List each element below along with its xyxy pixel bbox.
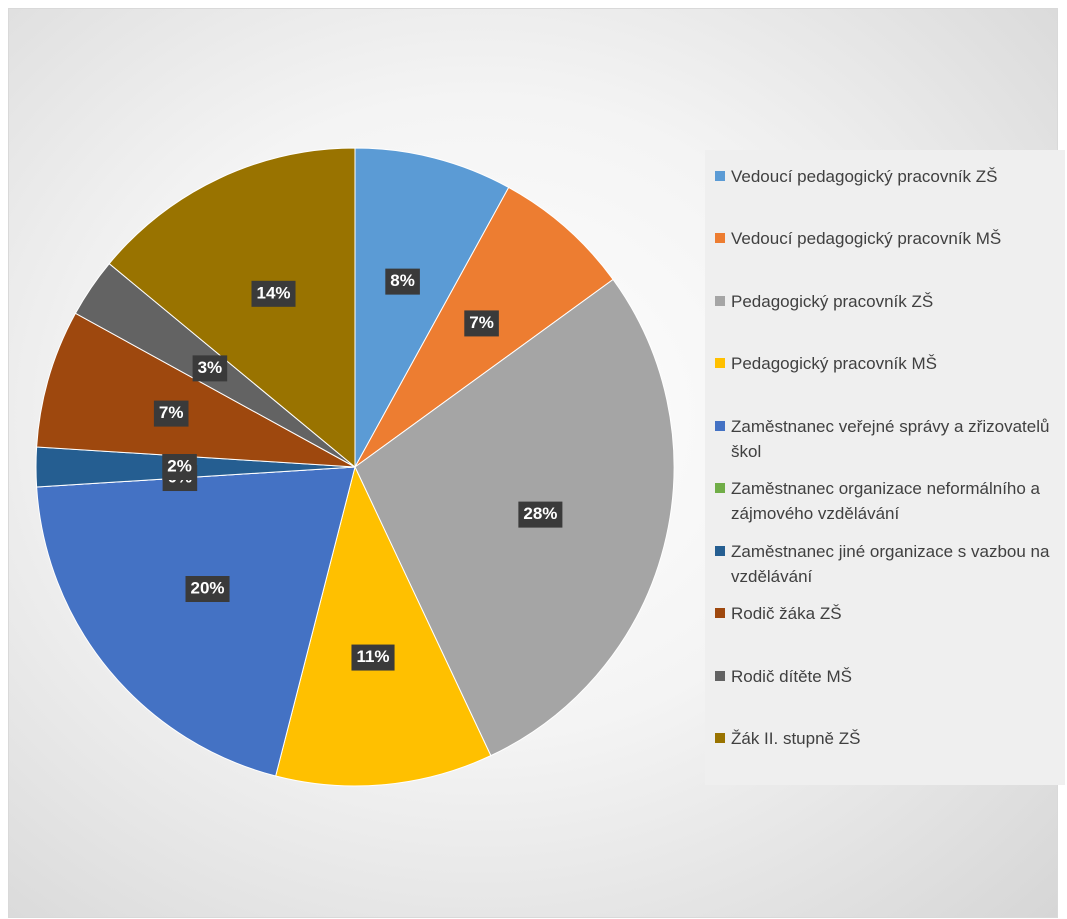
legend-label: Zaměstnanec organizace neformálního a zá… (731, 479, 1041, 523)
pie-slice (108, 147, 356, 469)
legend-item: Zaměstnanec jiné organizace s vazbou na … (715, 539, 1067, 589)
data-label-text: 11% (356, 647, 389, 666)
data-label-box (185, 576, 230, 603)
data-label-box (518, 501, 563, 528)
data-label-box (464, 310, 499, 337)
legend-swatch (715, 420, 725, 431)
data-label: 7% (464, 310, 499, 337)
legend-item: Zaměstnanec organizace neformálního a zá… (715, 476, 1067, 526)
legend-swatch (715, 295, 725, 306)
legend-label: Rodič dítěte MŠ (731, 666, 852, 686)
data-label: 14% (251, 280, 296, 307)
legend-label: Pedagogický pracovník MŠ (731, 354, 937, 373)
data-label-text: 14% (256, 283, 290, 302)
data-label-box (153, 400, 189, 427)
data-label-text: 7% (159, 403, 184, 422)
legend-swatch (715, 545, 725, 556)
legend-item: Rodič žáka ZŠ (715, 601, 1067, 626)
pie-slice (354, 147, 510, 468)
legend-item: Zaměstnanec veřejné správy a zřizovatelů… (715, 414, 1067, 464)
legend-label: Pedagogický pracovník ZŠ (731, 291, 934, 311)
legend-item: Vedoucí pedagogický pracovník MŠ (715, 226, 1067, 251)
data-label-text: 28% (523, 504, 557, 523)
data-label: 7% (153, 400, 189, 427)
data-label-box (351, 644, 395, 671)
data-label: 11% (351, 644, 395, 671)
legend-label: Vedoucí pedagogický pracovník MŠ (731, 229, 1002, 248)
legend-swatch (715, 733, 725, 743)
legend-swatch (715, 483, 725, 493)
legend-label: Rodič žáka ZŠ (731, 604, 842, 623)
pie-slice (36, 466, 356, 777)
legend-swatch (715, 170, 725, 181)
data-label-text: 7% (469, 313, 494, 332)
data-label: 3% (192, 355, 228, 382)
data-label: 2% (162, 454, 197, 480)
data-label: 28% (518, 501, 563, 528)
data-label-box (192, 355, 228, 382)
legend-item: Pedagogický pracovník ZŠ (715, 289, 1067, 314)
pie-slice (354, 278, 675, 757)
legend-swatch (715, 233, 725, 243)
legend-label: Zaměstnanec veřejné správy a zřizovatelů… (731, 416, 1050, 461)
legend-item: Vedoucí pedagogický pracovník ZŠ (715, 164, 1067, 189)
legend-label: Žák II. stupně ZŠ (731, 729, 861, 748)
pie-slice (275, 465, 492, 787)
legend-item: Žák II. stupně ZŠ (715, 726, 1067, 751)
data-label: 20% (185, 576, 230, 603)
data-label-text: 20% (191, 578, 225, 597)
legend-label: Vedoucí pedagogický pracovník ZŠ (731, 166, 998, 186)
data-label-box (162, 454, 197, 480)
data-label-box (251, 280, 296, 307)
legend-swatch (715, 358, 725, 368)
legend-swatch (715, 670, 725, 681)
data-label-text: 8% (390, 271, 415, 290)
legend-swatch (715, 608, 725, 618)
data-label: 8% (385, 268, 420, 295)
legend-item: Pedagogický pracovník MŠ (715, 351, 1067, 376)
legend-item: Rodič dítěte MŠ (715, 664, 1067, 689)
legend: Vedoucí pedagogický pracovník ZŠ Vedoucí … (705, 150, 1065, 785)
data-label-text: 2% (167, 456, 192, 475)
data-label-text: 3% (198, 358, 223, 377)
pie-slice (36, 312, 356, 468)
data-label-box (385, 268, 420, 295)
legend-label: Zaměstnanec jiné organizace s vazbou na … (731, 541, 1050, 586)
